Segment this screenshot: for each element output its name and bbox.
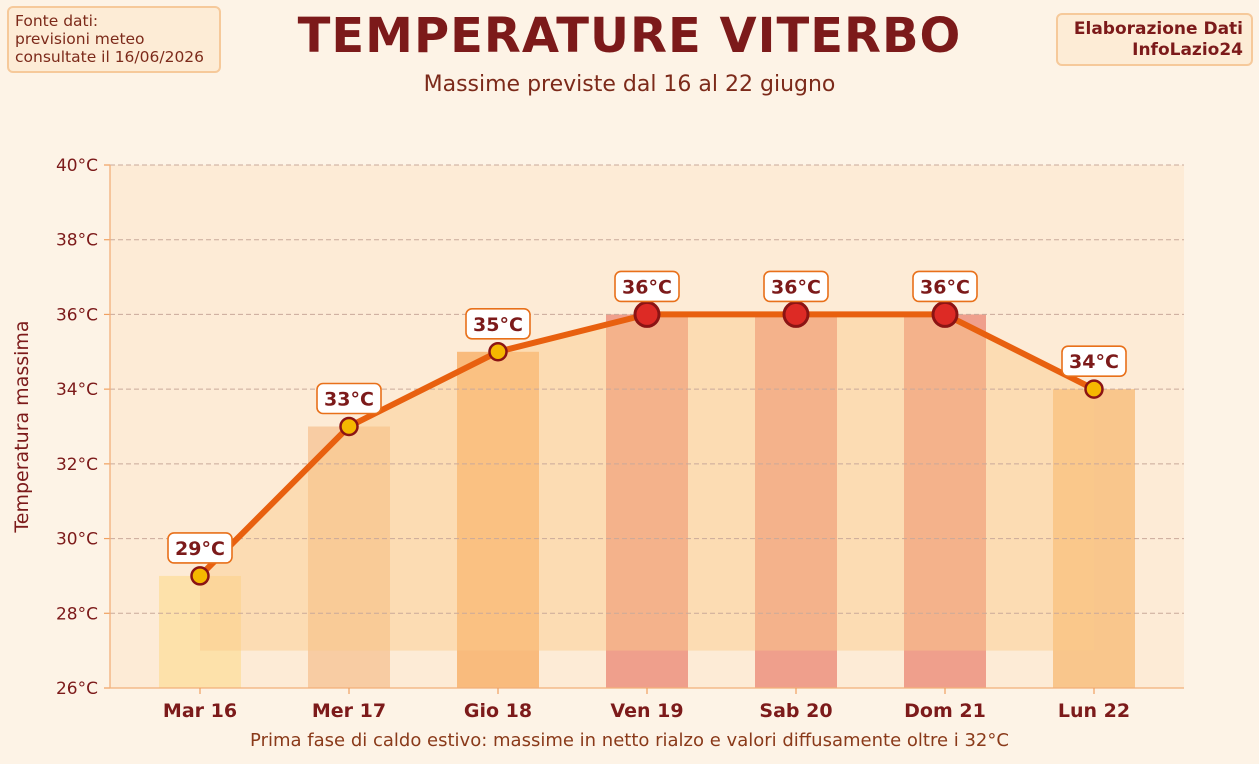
x-tick-label: Mer 17 [312, 700, 386, 722]
source-note: Fonte dati: previsioni meteo consultate … [7, 6, 221, 73]
value-label: 36°C [920, 276, 970, 298]
value-label: 33°C [324, 389, 374, 411]
temperature-bar [159, 575, 241, 688]
credit-note: Elaborazione Dati InfoLazio24 [1056, 13, 1253, 66]
value-label-box [614, 270, 680, 303]
chart-title: TEMPERATURE VITERBO [297, 8, 962, 64]
data-point [488, 342, 508, 362]
value-label-box [763, 270, 829, 303]
data-point [190, 566, 210, 586]
value-label-box [465, 307, 531, 340]
y-axis-title: Temperatura massima [11, 320, 33, 533]
source-line: consultate il 16/06/2026 [15, 48, 205, 66]
data-point [931, 300, 959, 328]
data-point [339, 416, 359, 437]
value-label-box [316, 382, 382, 415]
x-tick-label: Gio 18 [464, 700, 532, 722]
y-tick-label: 28°C [56, 604, 98, 624]
x-tick-label: Sab 20 [759, 700, 832, 722]
value-label: 29°C [175, 538, 225, 560]
data-point [1084, 379, 1104, 399]
credit-line: Elaborazione Dati [1073, 19, 1243, 39]
value-label-box [912, 270, 978, 303]
value-label: 35°C [473, 314, 523, 336]
temperature-bar [308, 426, 390, 688]
x-tick-label: Lun 22 [1058, 700, 1130, 722]
data-point [782, 300, 810, 328]
value-label: 36°C [771, 276, 821, 298]
y-tick-label: 26°C [56, 679, 98, 699]
chart-subtitle: Massime previste dal 16 al 22 giugno [423, 72, 836, 97]
value-label: 34°C [1069, 351, 1119, 373]
source-line: Fonte dati: [15, 12, 99, 30]
x-tick-label: Dom 21 [904, 700, 986, 722]
credit-line: InfoLazio24 [1132, 40, 1243, 60]
temperature-bar [457, 351, 539, 688]
data-point [633, 300, 661, 328]
y-tick-label: 32°C [56, 455, 98, 475]
y-tick-label: 30°C [56, 530, 98, 550]
area-fill [200, 314, 1094, 651]
y-tick-label: 40°C [56, 156, 98, 176]
source-line: previsioni meteo [15, 30, 145, 48]
value-label-box [1061, 345, 1127, 377]
temperature-bar [755, 314, 837, 688]
x-tick-label: Ven 19 [610, 700, 683, 722]
value-label: 36°C [622, 276, 672, 298]
temperature-bar [606, 314, 688, 688]
temperature-bar [904, 314, 986, 688]
y-tick-label: 38°C [56, 231, 98, 251]
x-tick-label: Mar 16 [163, 700, 237, 722]
y-tick-label: 36°C [56, 305, 98, 325]
value-label-box [167, 532, 233, 564]
y-tick-label: 34°C [56, 380, 98, 400]
chart-footnote: Prima fase di caldo estivo: massime in n… [250, 730, 1009, 751]
